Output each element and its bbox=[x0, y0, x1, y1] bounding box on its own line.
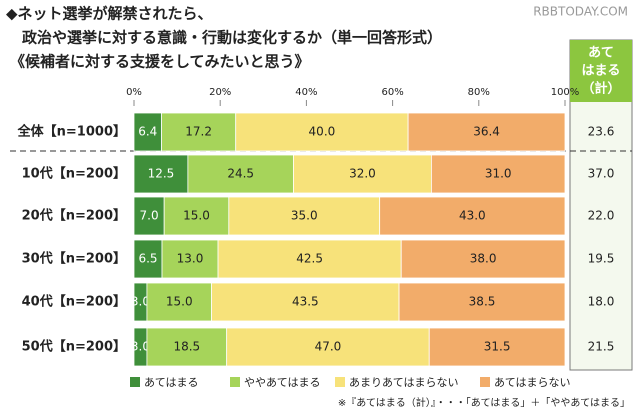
value-label: 6.4 bbox=[138, 125, 157, 139]
value-label: 31.5 bbox=[484, 340, 511, 354]
value-label: 43.5 bbox=[292, 295, 319, 309]
totals-title: はまる bbox=[581, 64, 620, 79]
total-label: 21.5 bbox=[588, 340, 615, 354]
value-label: 3.0 bbox=[131, 295, 150, 309]
legend-label: あてはまらない bbox=[494, 376, 571, 389]
bar-segment bbox=[163, 196, 230, 236]
bar-segment bbox=[187, 154, 294, 194]
legend-swatch bbox=[480, 377, 490, 387]
bar-segment bbox=[430, 154, 566, 194]
value-label: 43.0 bbox=[459, 209, 486, 223]
category-label: 30代【n=200】 bbox=[22, 251, 126, 267]
total-label: 19.5 bbox=[588, 252, 615, 266]
total-label: 18.0 bbox=[588, 295, 615, 309]
value-label: 13.0 bbox=[177, 252, 204, 266]
bar-segment bbox=[217, 239, 402, 279]
value-label: 31.0 bbox=[485, 167, 512, 181]
bar-segment bbox=[428, 327, 566, 367]
totals-title: あて bbox=[588, 46, 614, 61]
bar-segment bbox=[146, 282, 212, 322]
title-line: 《候補者に対する支援をしてみたいと思う》 bbox=[10, 53, 310, 71]
legend-label: あてはまる bbox=[144, 376, 199, 389]
bar-segment bbox=[235, 112, 409, 152]
x-tick-label: 80% bbox=[468, 87, 490, 98]
value-label: 36.4 bbox=[473, 125, 500, 139]
total-label: 37.0 bbox=[588, 167, 615, 181]
x-tick-label: 0% bbox=[126, 87, 142, 98]
total-label: 22.0 bbox=[588, 209, 615, 223]
bar-segment bbox=[398, 282, 566, 322]
category-label: 20代【n=200】 bbox=[22, 208, 126, 224]
category-label: 50代【n=200】 bbox=[22, 339, 126, 355]
category-label: 全体【n=1000】 bbox=[17, 124, 126, 140]
value-label: 42.5 bbox=[296, 252, 323, 266]
bar-segment bbox=[228, 196, 381, 236]
bar-segment bbox=[133, 239, 163, 279]
x-tick-label: 60% bbox=[381, 87, 403, 98]
legend-swatch bbox=[230, 377, 240, 387]
legend-swatch bbox=[335, 377, 345, 387]
value-label: 3.0 bbox=[131, 340, 150, 354]
bar-segment bbox=[161, 239, 219, 279]
bar-segment bbox=[211, 282, 400, 322]
value-label: 15.0 bbox=[183, 209, 210, 223]
bar-segment bbox=[379, 196, 566, 236]
value-label: 38.0 bbox=[470, 252, 497, 266]
x-tick-label: 20% bbox=[209, 87, 231, 98]
value-label: 47.0 bbox=[315, 340, 342, 354]
bar-segment bbox=[407, 112, 566, 152]
x-tick-label: 40% bbox=[295, 87, 317, 98]
legend-swatch bbox=[130, 377, 140, 387]
footnote: ※『あてはまる（計）』・・・「あてはまる」＋「ややあてはまる」 bbox=[338, 396, 630, 409]
bar-segment bbox=[400, 239, 566, 279]
bar-segment bbox=[146, 327, 228, 367]
x-tick-label: 100% bbox=[551, 87, 580, 98]
value-label: 18.5 bbox=[173, 340, 200, 354]
title-line: 政治や選挙に対する意識・行動は変化するか（単一回答形式） bbox=[22, 29, 442, 47]
value-label: 12.5 bbox=[148, 167, 175, 181]
value-label: 7.0 bbox=[140, 209, 159, 223]
value-label: 17.2 bbox=[185, 125, 212, 139]
category-label: 40代【n=200】 bbox=[22, 294, 126, 310]
legend-label: ややあてはまる bbox=[244, 376, 321, 389]
value-label: 15.0 bbox=[166, 295, 193, 309]
value-label: 24.5 bbox=[227, 167, 254, 181]
value-label: 38.5 bbox=[469, 295, 496, 309]
totals-header bbox=[570, 40, 632, 102]
watermark: RBBTODAY.COM bbox=[533, 5, 628, 19]
legend-label: あまりあてはまらない bbox=[349, 376, 459, 389]
value-label: 32.0 bbox=[349, 167, 376, 181]
bar-segment bbox=[293, 154, 432, 194]
value-label: 6.5 bbox=[138, 252, 157, 266]
total-label: 23.6 bbox=[588, 125, 615, 139]
title-line: ◆ネット選挙が解禁されたら、 bbox=[6, 5, 213, 23]
value-label: 35.0 bbox=[291, 209, 318, 223]
value-label: 40.0 bbox=[309, 125, 336, 139]
category-label: 10代【n=200】 bbox=[22, 166, 126, 182]
totals-title: （計） bbox=[581, 81, 620, 97]
